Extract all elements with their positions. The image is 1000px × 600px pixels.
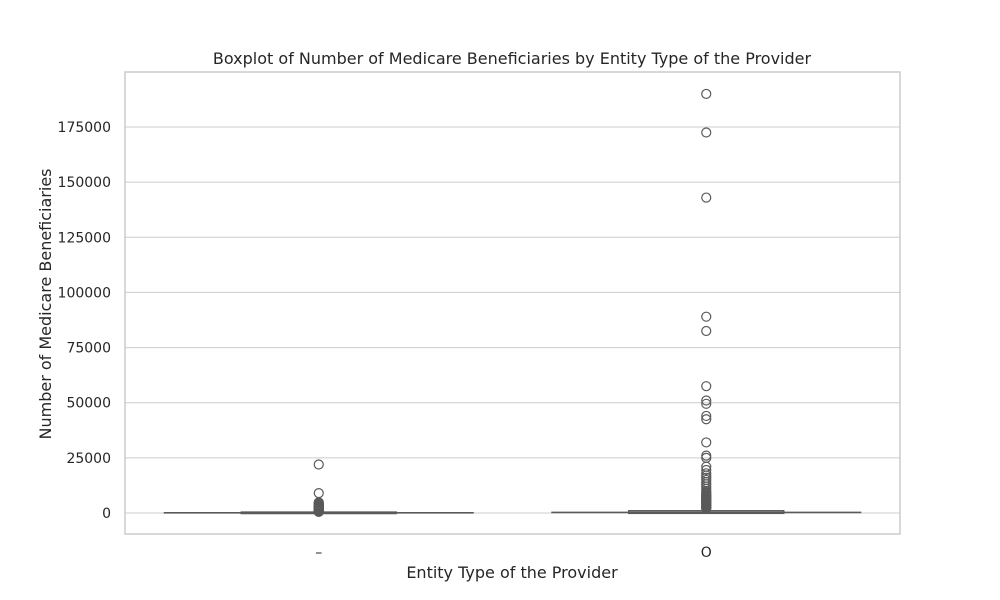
- y-tick-label: 125000: [58, 230, 111, 246]
- outlier-point: [701, 127, 712, 138]
- outlier-point: [701, 464, 712, 476]
- outlier-point: [701, 468, 712, 479]
- outlier-point: [701, 398, 712, 409]
- x-tick-label: O: [701, 545, 712, 561]
- x-axis-title: Entity Type of the Provider: [406, 563, 618, 582]
- y-tick-label: 0: [102, 506, 111, 522]
- outlier-point: [701, 410, 712, 422]
- outlier-point: [701, 395, 712, 406]
- outlier-point: [701, 414, 712, 425]
- outlier-point: [701, 88, 712, 100]
- outlier-point: [701, 325, 712, 337]
- y-tick-labels: 0 25000 50000 75000 100000 125000 150000 175000: [58, 120, 111, 522]
- outlier-point: [701, 192, 712, 203]
- plot-border: [124, 71, 901, 535]
- outlier-point: [313, 488, 324, 499]
- y-tick-label: 100000: [58, 285, 111, 301]
- outlier-point: [701, 450, 712, 461]
- gridlines: [125, 126, 900, 514]
- x-tick-label: –: [315, 545, 322, 561]
- outlier-point: [701, 437, 712, 448]
- y-tick-label: 50000: [66, 396, 111, 412]
- chart-title: Boxplot of Number of Medicare Beneficiar…: [213, 49, 812, 68]
- y-tick-label: 150000: [58, 175, 111, 191]
- outlier-point: [701, 381, 712, 392]
- y-tick-label: 25000: [66, 451, 111, 467]
- outlier-point: [701, 311, 712, 322]
- y-tick-label: 75000: [66, 341, 111, 357]
- y-axis-title: Number of Medicare Beneficiaries: [36, 168, 55, 439]
- y-tick-label: 175000: [58, 120, 111, 136]
- x-tick-labels: – O: [315, 545, 712, 561]
- plot-frame: [124, 71, 901, 535]
- boxes: [163, 88, 862, 517]
- outlier-point: [313, 459, 324, 470]
